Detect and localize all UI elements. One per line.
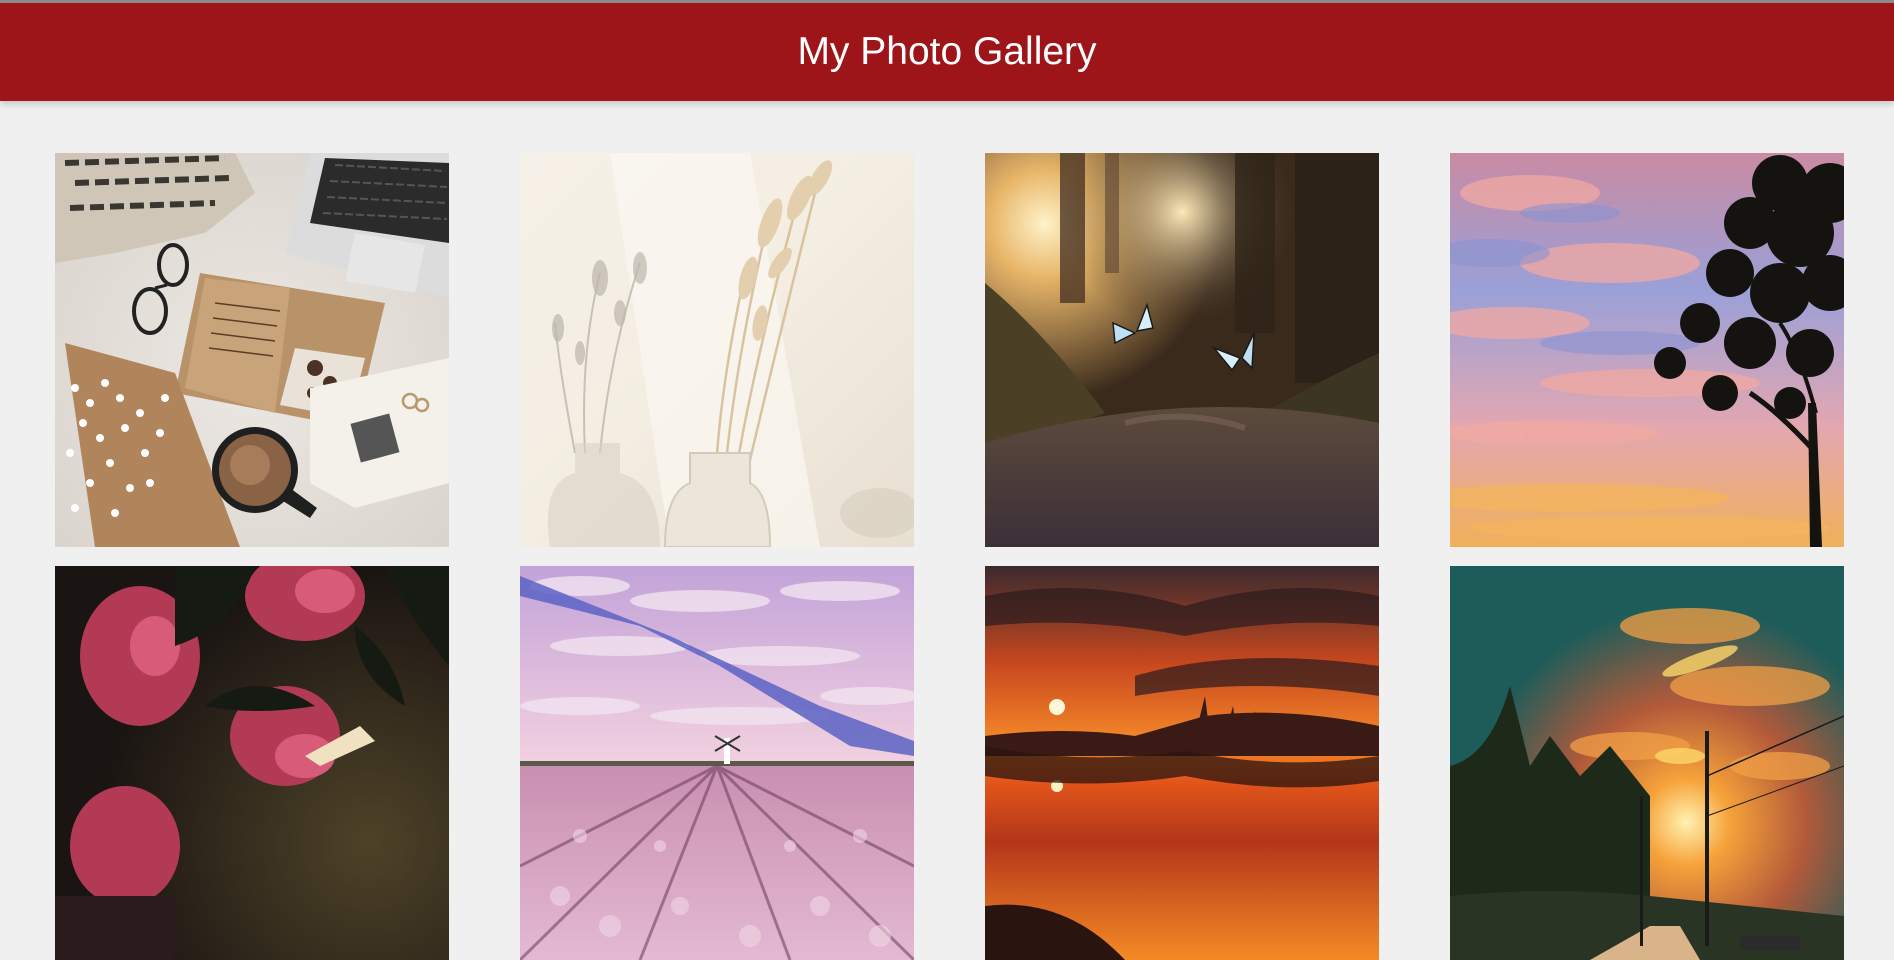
photo-image: [520, 566, 914, 960]
photo-image: [520, 153, 914, 547]
photo-sunset-country-road-teal-sky[interactable]: [1450, 566, 1844, 960]
photo-tree-silhouette-pink-sky[interactable]: [1450, 153, 1844, 547]
photo-dried-grass-in-vase-shadow[interactable]: [520, 153, 914, 547]
photo-image: [985, 153, 1379, 547]
photo-image: [55, 153, 449, 547]
photo-image: [55, 566, 449, 960]
photo-image: [1450, 153, 1844, 547]
gallery-header: My Photo Gallery: [0, 0, 1894, 101]
photo-dark-pink-roses[interactable]: [55, 566, 449, 960]
page-title: My Photo Gallery: [797, 30, 1097, 73]
photo-orange-sunset-reflection[interactable]: [985, 566, 1379, 960]
photo-tulip-field-windmill[interactable]: [520, 566, 914, 960]
photo-image: [985, 566, 1379, 960]
photo-butterflies-forest-path[interactable]: [985, 153, 1379, 547]
photo-image: [1450, 566, 1844, 960]
photo-grid: [55, 153, 1845, 960]
photo-flatlay-laptop-notebook-coffee[interactable]: [55, 153, 449, 547]
